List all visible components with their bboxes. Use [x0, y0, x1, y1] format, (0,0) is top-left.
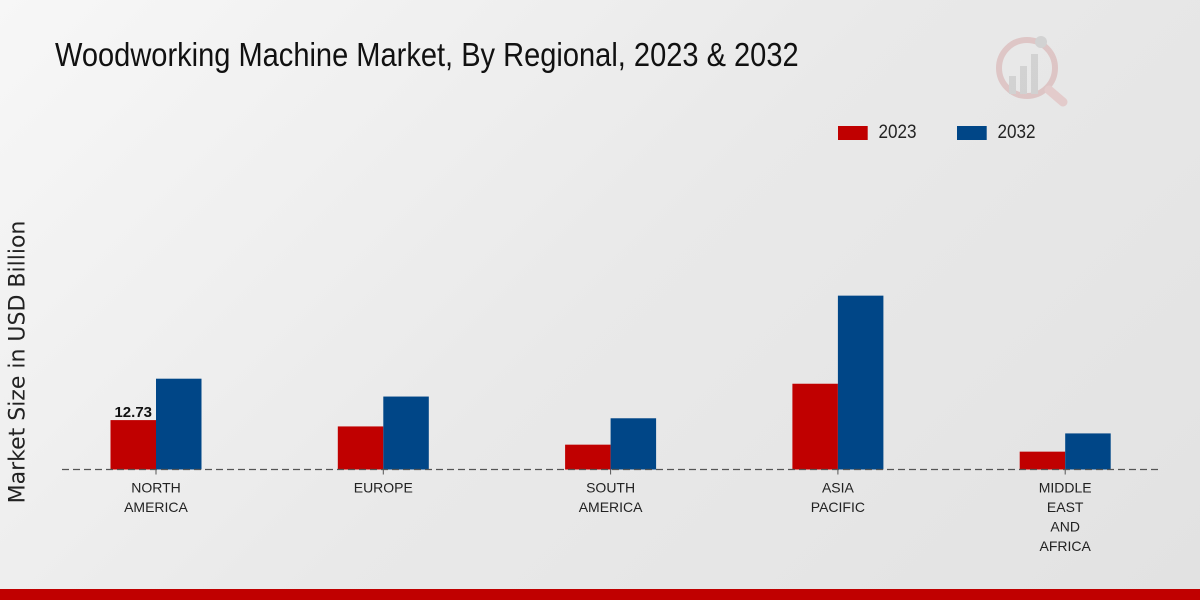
x-tick-label: NORTH AMERICA — [124, 480, 188, 516]
x-tick-label: SOUTH AMERICA — [579, 480, 643, 516]
bar-2032-1 — [383, 396, 429, 470]
legend-swatch-2023 — [838, 126, 868, 140]
legend-item-2023: 2023 — [838, 122, 917, 144]
legend-swatch-2032 — [957, 126, 987, 140]
bar-2023-4 — [1019, 451, 1066, 470]
x-tick-label: MIDDLE EAST AND AFRICA — [1039, 480, 1092, 555]
bar-2032-4 — [1065, 433, 1111, 470]
legend-item-2032: 2032 — [957, 122, 1036, 144]
bar-2023-3 — [792, 383, 838, 470]
bar-2032-0 — [156, 378, 202, 470]
x-tick-label: ASIA PACIFIC — [811, 480, 865, 516]
x-tick-label: EUROPE — [354, 480, 413, 496]
legend-label-2023: 2023 — [878, 122, 917, 143]
bar-2023-2 — [565, 444, 611, 470]
bar-2032-3 — [837, 295, 884, 470]
legend-label-2032: 2032 — [997, 122, 1036, 143]
chart-title: Woodworking Machine Market, By Regional,… — [55, 36, 799, 73]
brand-logo-icon — [996, 36, 1068, 107]
bar-2023-0 — [110, 420, 156, 470]
data-label: 12.73 — [114, 404, 152, 421]
footer-bar — [0, 589, 1200, 600]
bar-2032-2 — [610, 418, 657, 470]
bar-2023-1 — [337, 426, 384, 470]
